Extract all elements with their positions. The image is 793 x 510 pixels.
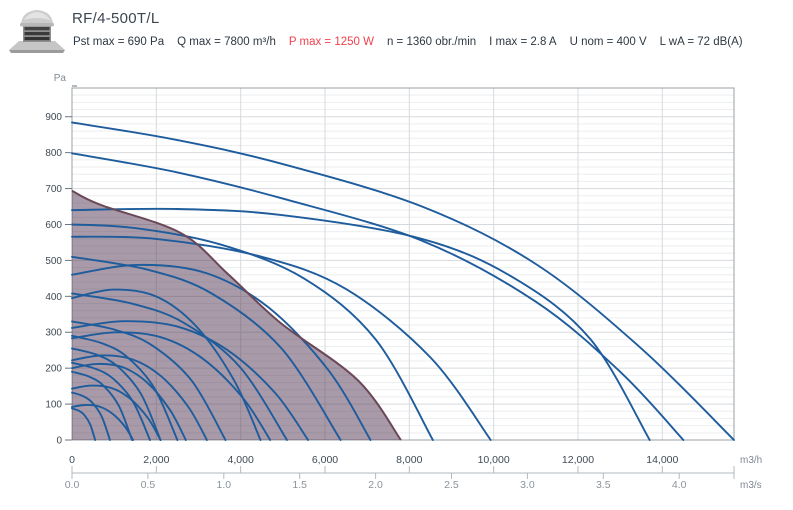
x-axis-label: 10,000: [478, 454, 510, 466]
x2-axis-label: 0.5: [141, 479, 156, 491]
y-axis-label: 400: [45, 292, 62, 303]
fan-curve: [71, 121, 735, 441]
fan-dome-highlight: [24, 12, 50, 20]
spec-i-max: I max = 2.8 A: [489, 36, 557, 48]
fan-base-plate: [9, 41, 65, 50]
spec-lwa: L wA = 72 dB(A): [659, 36, 743, 48]
fan-curve: [71, 334, 179, 441]
spec-pst-max: Pst max = 690 Pa: [73, 36, 165, 48]
y-axis-label: 500: [45, 256, 62, 267]
x2-axis-unit-label: m3/s: [740, 480, 762, 491]
fan-rim: [20, 23, 54, 27]
x-axis-label: 8,000: [396, 454, 422, 466]
fan-curve: [71, 288, 262, 441]
fan-curve: [71, 404, 135, 441]
product-photo-fan: [9, 10, 65, 53]
y-axis-label: 700: [45, 184, 62, 195]
x-axis-label: 2,000: [143, 454, 169, 466]
x-axis-label: 4,000: [228, 454, 254, 466]
fan-curve: [71, 235, 492, 441]
spec-p-max: P max = 1250 W: [288, 36, 374, 48]
y-axis-label: 0: [56, 436, 62, 447]
fan-curve: [71, 320, 227, 441]
fan-curve: [71, 362, 187, 441]
y-axis-label: 600: [45, 220, 62, 231]
fan-curve: [71, 407, 97, 441]
spec-q-max: Q max = 7800 m³/h: [177, 36, 276, 48]
x-axis-label: 14,000: [646, 454, 678, 466]
fan-curve: [71, 361, 151, 441]
x2-axis-label: 0.0: [65, 479, 80, 491]
y-axis-label: 200: [45, 364, 62, 375]
y-axis-label: 800: [45, 148, 62, 159]
spec-rpm: n = 1360 obr./min: [386, 36, 477, 48]
fan-louver: [24, 32, 50, 36]
x2-axis-label: 4.0: [672, 479, 687, 491]
x2-axis-label: 2.5: [444, 479, 459, 491]
y-axis-label: 100: [45, 400, 62, 411]
fan-curve: [71, 384, 162, 441]
fan-curve: [71, 354, 208, 441]
fan-curve: [71, 331, 272, 441]
fan-curve: [71, 391, 111, 441]
x-axis-label: 6,000: [312, 454, 338, 466]
x-axis-label: 12,000: [562, 454, 594, 466]
y-axis-label: 300: [45, 328, 62, 339]
page-title: RF/4-500T/L: [72, 10, 160, 27]
working-area: [72, 190, 401, 440]
fan-base-edge: [9, 50, 65, 53]
spec-row: Pst max = 690 Pa Q max = 7800 m³/h P max…: [73, 36, 743, 48]
fan-louver: [24, 27, 50, 31]
x-axis-unit-label: m3/h: [740, 455, 762, 466]
y-axis-unit-label: Pa: [54, 73, 67, 84]
x2-axis-label: 3.0: [520, 479, 535, 491]
x2-axis-label: 3.5: [596, 479, 611, 491]
fan-curve: [71, 292, 288, 441]
x2-axis-label: 2.0: [368, 479, 383, 491]
x2-axis-label: 1.5: [292, 479, 307, 491]
fan-curve: [71, 152, 685, 441]
fan-curve: [71, 320, 310, 441]
fan-louver: [24, 37, 50, 41]
fan-curve: [71, 207, 651, 441]
x2-axis-label: 1.0: [216, 479, 231, 491]
fan-curve: [71, 223, 434, 441]
y-axis-label: 900: [45, 112, 62, 123]
x-axis-label: 0: [69, 454, 75, 466]
working-area-boundary: [71, 189, 402, 441]
spec-u-nom: U nom = 400 V: [569, 36, 647, 48]
